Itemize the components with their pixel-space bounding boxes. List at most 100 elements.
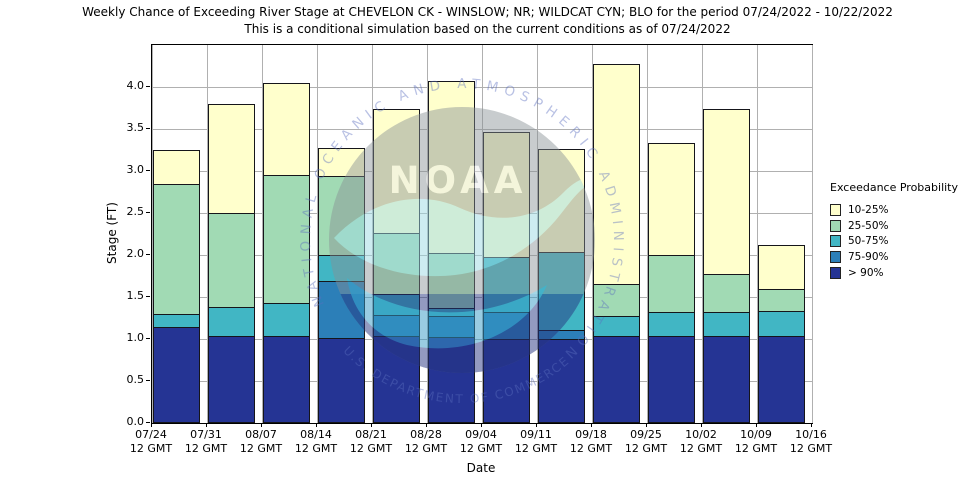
x-axis-tick-label: 08/21 12 GMT — [349, 428, 393, 455]
bar-segment-p10_25 — [373, 108, 421, 235]
bar-segment-p25_50 — [593, 283, 641, 318]
bar-segment-p50_75 — [263, 302, 311, 338]
y-axis-tick-label: 3.0 — [126, 163, 145, 176]
bar-segment-p50_75 — [703, 312, 751, 337]
bar-segment-p10_25 — [538, 149, 586, 253]
bar-segment-p10_25 — [593, 64, 641, 285]
x-axis-tick-label: 09/18 12 GMT — [569, 428, 613, 455]
bar-segment-p75_90 — [483, 312, 531, 340]
y-axis-tick-label: 0.5 — [126, 373, 145, 386]
y-tick-mark — [146, 296, 150, 297]
bar-segment-p10_25 — [483, 132, 531, 258]
legend-item-label: 50-75% — [848, 235, 889, 248]
bar-segment-gt90 — [593, 336, 641, 423]
bar-segment-gt90 — [263, 336, 311, 423]
bar-segment-p10_25 — [758, 244, 806, 290]
y-tick-mark — [146, 338, 150, 339]
legend-swatch — [830, 219, 841, 232]
bar-segment-p25_50 — [208, 213, 256, 309]
v-gridline — [591, 45, 593, 423]
x-tick-mark — [646, 423, 647, 427]
bar-segment-p50_75 — [483, 256, 531, 314]
legend-items: 10-25% 25-50% 50-75% 75-90% > 90% — [830, 202, 972, 280]
legend-item: 25-50% — [830, 218, 972, 234]
y-axis-tick-label: 0.0 — [126, 415, 145, 428]
bar-segment-gt90 — [758, 335, 806, 423]
y-tick-mark — [146, 212, 150, 213]
y-axis-tick-label: 1.5 — [126, 289, 145, 302]
x-tick-mark — [536, 423, 537, 427]
x-tick-mark — [371, 423, 372, 427]
bar-segment-p25_50 — [153, 184, 201, 315]
x-tick-mark — [591, 423, 592, 427]
x-tick-mark — [206, 423, 207, 427]
v-gridline — [151, 45, 153, 423]
v-gridline — [261, 45, 263, 423]
bar-segment-p50_75 — [593, 316, 641, 338]
bar-segment-gt90 — [703, 335, 751, 423]
v-gridline — [646, 45, 648, 423]
bar-segment-p50_75 — [428, 307, 476, 318]
x-tick-mark — [261, 423, 262, 427]
y-tick-mark — [146, 128, 150, 129]
legend-item: > 90% — [830, 265, 972, 281]
bar-segment-gt90 — [428, 337, 476, 423]
legend-item: 10-25% — [830, 202, 972, 218]
y-axis-tick-label: 1.0 — [126, 331, 145, 344]
legend-swatch — [830, 250, 841, 263]
legend: Exceedance Probability 10-25% 25-50% 50-75… — [830, 181, 972, 280]
legend-item-label: > 90% — [848, 266, 884, 279]
page-title: Weekly Chance of Exceeding River Stage a… — [82, 5, 893, 19]
plot-area — [151, 44, 813, 424]
bar-segment-p50_75 — [208, 307, 256, 338]
bar-segment-p10_25 — [153, 150, 201, 186]
x-axis-tick-label: 08/07 12 GMT — [239, 428, 283, 455]
y-tick-mark — [146, 86, 150, 87]
bar-segment-p50_75 — [538, 251, 586, 331]
bar-segment-p50_75 — [648, 312, 696, 338]
legend-item: 50-75% — [830, 233, 972, 249]
bar-segment-p25_50 — [758, 288, 806, 313]
bar-segment-gt90 — [373, 335, 421, 423]
y-axis-tick-label: 2.0 — [126, 247, 145, 260]
bar-segment-p10_25 — [263, 82, 311, 177]
bar-segment-p75_90 — [428, 316, 476, 339]
bar-segment-p75_90 — [538, 329, 586, 340]
bar-segment-p50_75 — [758, 311, 806, 337]
x-axis-tick-label: 09/25 12 GMT — [624, 428, 668, 455]
bar-segment-p75_90 — [373, 314, 421, 337]
v-gridline — [536, 45, 538, 423]
x-axis-tick-label: 07/31 12 GMT — [184, 428, 228, 455]
bar-segment-p25_50 — [703, 274, 751, 314]
legend-swatch — [830, 235, 841, 248]
x-axis-tick-label: 10/16 12 GMT — [789, 428, 833, 455]
x-axis-tick-label: 08/28 12 GMT — [404, 428, 448, 455]
bar-segment-p25_50 — [648, 255, 696, 314]
bar-segment-p50_75 — [373, 294, 421, 316]
legend-swatch — [830, 203, 841, 216]
bar-segment-p25_50 — [318, 176, 366, 256]
x-tick-mark — [811, 423, 812, 427]
y-tick-mark — [146, 170, 150, 171]
x-axis-tick-label: 09/04 12 GMT — [459, 428, 503, 455]
bar-segment-gt90 — [208, 336, 256, 423]
v-gridline — [811, 45, 813, 423]
v-gridline — [481, 45, 483, 423]
y-axis-tick-label: 4.0 — [126, 79, 145, 92]
bar-segment-p25_50 — [428, 253, 476, 309]
x-tick-mark — [151, 423, 152, 427]
x-axis-tick-label: 10/09 12 GMT — [734, 428, 778, 455]
x-axis-title: Date — [466, 461, 496, 475]
legend-item-label: 25-50% — [848, 219, 889, 232]
bar-segment-p25_50 — [263, 175, 311, 304]
y-tick-mark — [146, 422, 150, 423]
v-gridline — [756, 45, 758, 423]
bar-segment-gt90 — [538, 339, 586, 423]
x-tick-mark — [316, 423, 317, 427]
x-axis-tick-label: 10/02 12 GMT — [679, 428, 723, 455]
y-axis-tick-label: 3.5 — [126, 121, 145, 134]
x-tick-mark — [426, 423, 427, 427]
x-tick-mark — [481, 423, 482, 427]
bar-segment-gt90 — [648, 336, 696, 423]
bar-segment-p75_90 — [318, 281, 366, 340]
